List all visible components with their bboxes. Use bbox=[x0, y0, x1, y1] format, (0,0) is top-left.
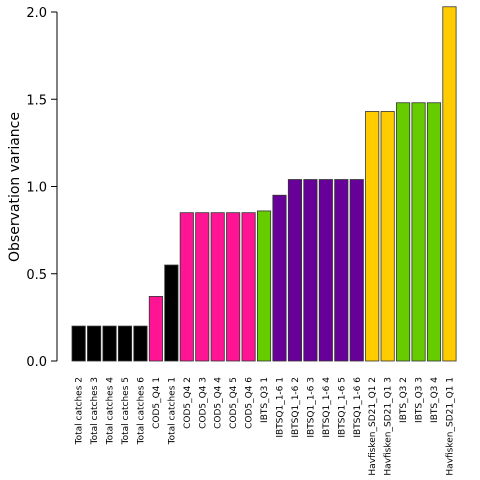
x-tick-label: COD5_Q4 1 bbox=[152, 377, 162, 429]
bar bbox=[334, 179, 349, 362]
x-tick-label: IBTS_Q3 1 bbox=[260, 377, 270, 423]
x-tick-label: IBTSQ1_1-6 4 bbox=[322, 377, 332, 438]
x-tick-label: Total catches 2 bbox=[75, 377, 85, 445]
y-tick-label: 2.0 bbox=[26, 6, 47, 21]
bar bbox=[365, 111, 380, 362]
bar bbox=[102, 325, 117, 362]
x-tick-label: COD5_Q4 5 bbox=[229, 377, 239, 429]
bar bbox=[396, 102, 411, 362]
x-tick-label: IBTS_Q3 3 bbox=[415, 377, 425, 423]
bar bbox=[303, 179, 318, 362]
bar bbox=[411, 102, 426, 362]
x-tick-label: Havfisken_SD21_Q1 2 bbox=[368, 377, 378, 476]
y-tick-label: 1.5 bbox=[26, 93, 47, 108]
x-tick-label: Total catches 5 bbox=[121, 377, 131, 445]
x-tick-label: IBTS_Q3 2 bbox=[399, 377, 409, 423]
bar bbox=[272, 194, 287, 362]
bar bbox=[117, 325, 133, 362]
bar bbox=[133, 325, 148, 362]
y-tick-label: 0.0 bbox=[26, 355, 47, 370]
x-tick-label: COD5_Q4 6 bbox=[245, 377, 255, 429]
y-axis-label: Observation variance bbox=[7, 112, 23, 262]
bar bbox=[87, 325, 102, 362]
bar bbox=[287, 179, 302, 362]
bar bbox=[442, 6, 457, 362]
x-tick-label: Havfisken_SD21_Q1 1 bbox=[445, 377, 455, 476]
bar bbox=[210, 212, 225, 362]
x-tick-label: Total catches 6 bbox=[136, 377, 146, 446]
x-tick-label: COD5_Q4 4 bbox=[214, 377, 224, 429]
bars-group bbox=[71, 6, 457, 362]
bar bbox=[179, 212, 194, 362]
bar bbox=[256, 210, 272, 362]
x-tick-label: IBTSQ1_1-6 3 bbox=[306, 377, 316, 438]
x-tick-label: COD5_Q4 2 bbox=[183, 377, 193, 429]
y-tick-label: 0.5 bbox=[26, 268, 47, 283]
bar bbox=[148, 296, 163, 362]
bar bbox=[164, 264, 179, 362]
bar bbox=[195, 212, 210, 362]
x-tick-label: Total catches 1 bbox=[167, 377, 177, 445]
y-tick-label: 1.0 bbox=[26, 181, 47, 196]
bar bbox=[349, 179, 364, 362]
x-tick-label: IBTSQ1_1-6 2 bbox=[291, 377, 301, 438]
bar bbox=[71, 325, 86, 362]
bar bbox=[380, 111, 395, 362]
x-tick-label: Havfisken_SD21_Q1 3 bbox=[384, 377, 394, 476]
bar bbox=[426, 102, 442, 362]
x-tick-label: Total catches 4 bbox=[106, 377, 116, 446]
x-tick-label: COD5_Q4 3 bbox=[198, 377, 208, 429]
bar bbox=[241, 212, 256, 362]
bar bbox=[318, 179, 333, 362]
x-tick-label: Total catches 3 bbox=[90, 377, 100, 445]
x-tick-label: IBTS_Q3 4 bbox=[430, 377, 440, 423]
x-axis: Total catches 2 Total catches 3 Total catc… bbox=[75, 377, 456, 476]
x-tick-label: IBTSQ1_1-6 5 bbox=[337, 377, 347, 438]
y-axis: 0.0 0.5 1.0 1.5 2.0 bbox=[26, 6, 58, 370]
x-tick-label: IBTSQ1_1-6 1 bbox=[276, 377, 286, 438]
x-tick-label: IBTSQ1_1-6 6 bbox=[353, 377, 363, 438]
bar bbox=[226, 212, 241, 362]
